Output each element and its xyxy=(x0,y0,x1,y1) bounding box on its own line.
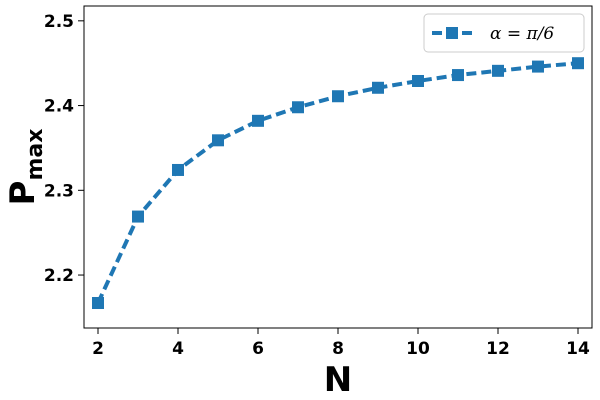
x-axis-label: N xyxy=(324,360,352,400)
data-point xyxy=(292,101,304,114)
legend-box xyxy=(423,13,585,53)
x-tick-label: 2 xyxy=(92,339,104,359)
y-axis-label-main: P xyxy=(3,181,43,206)
data-point xyxy=(372,81,384,94)
legend-marker xyxy=(446,27,458,39)
x-tick-label: 10 xyxy=(406,339,430,359)
x-tick-label: 14 xyxy=(566,339,590,359)
data-point xyxy=(452,69,464,82)
x-tick-label: 6 xyxy=(252,339,264,359)
data-point xyxy=(332,90,344,103)
legend-label: α = π/6 xyxy=(490,24,554,44)
y-tick-label: 2.3 xyxy=(44,181,74,201)
x-tick-label: 12 xyxy=(486,339,510,359)
y-axis-label: Pmax xyxy=(3,129,48,206)
y-tick-label: 2.4 xyxy=(44,97,74,117)
x-tick-label: 4 xyxy=(172,339,184,359)
y-tick-label: 2.2 xyxy=(44,266,74,286)
data-point xyxy=(132,210,144,223)
data-point xyxy=(532,60,544,73)
y-tick-label: 2.5 xyxy=(44,12,74,32)
y-axis-ticks: 2.2 2.3 2.4 2.5 xyxy=(44,12,84,286)
data-point xyxy=(252,114,264,127)
data-point xyxy=(172,163,184,176)
y-axis-label-subscript: max xyxy=(23,129,48,181)
legend: α = π/6 xyxy=(423,13,585,53)
x-axis-ticks: 2 4 6 8 10 12 14 xyxy=(92,328,590,359)
data-point xyxy=(412,74,424,87)
series-layer xyxy=(92,57,584,310)
data-point xyxy=(212,134,224,147)
data-point xyxy=(92,297,104,310)
x-tick-label: 8 xyxy=(332,339,344,359)
data-point xyxy=(492,64,504,77)
svg-text:Pmax: Pmax xyxy=(3,129,48,206)
data-point xyxy=(572,57,584,70)
plot-frame xyxy=(83,5,593,329)
